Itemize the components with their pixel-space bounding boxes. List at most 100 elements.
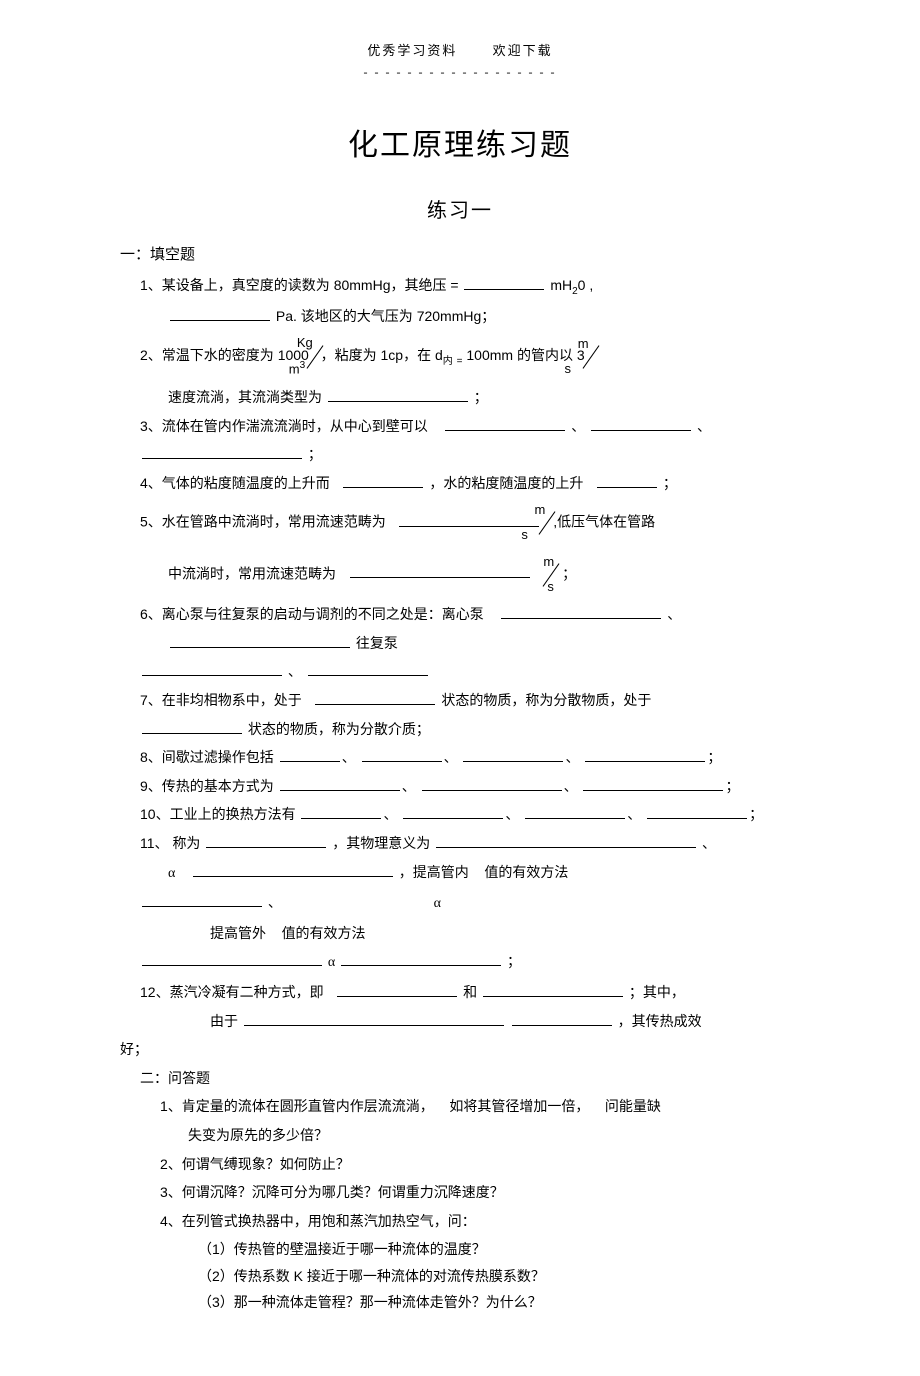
blank <box>170 633 350 648</box>
blank <box>583 776 723 791</box>
q10-line1: 10、工业上的换热方法有 、 、 、 ； <box>120 801 800 828</box>
blank <box>597 473 657 488</box>
q1-text-d: 0 , <box>578 277 594 293</box>
q7-line2: 状态的物质，称为分散介质； <box>120 716 800 743</box>
q2-text-e: 100mm 的管内以 <box>466 347 573 363</box>
q11-text-e: ，提高管内 <box>399 864 469 880</box>
q6-text-c: 往复泵 <box>356 635 398 651</box>
fraction-m-s: m s <box>545 498 549 547</box>
frac-num: m <box>543 550 558 575</box>
document-page: 优秀学习资料 欢迎下载 - - - - - - - - - - - - - - … <box>0 0 920 1376</box>
q6-line3: 、 <box>120 658 800 685</box>
q11-line2: α ，提高管内 值的有效方法 <box>120 859 800 888</box>
q10-text-a: 10、工业上的换热方法有 <box>140 806 296 822</box>
q9-c: 、 <box>564 778 578 794</box>
alpha-2: α <box>434 896 441 911</box>
q12-text-b: 和 <box>463 984 477 1000</box>
q7-line1: 7、在非均相物系中，处于 状态的物质，称为分散物质，处于 <box>120 687 800 714</box>
blank <box>142 661 282 676</box>
s2-q4-1: （1）传热管的壁温接近于哪一种流体的温度？ <box>120 1236 800 1263</box>
header-right-text: 欢迎下载 <box>493 40 553 59</box>
blank <box>350 563 530 578</box>
blank <box>170 306 270 321</box>
q11-text-i: 值的有效方法 <box>282 925 366 941</box>
blank <box>512 1011 612 1026</box>
blank <box>483 982 623 997</box>
q3-line2: ； <box>120 441 800 468</box>
q4-text-b: ，水的粘度随温度的上升 <box>429 475 583 491</box>
blank <box>399 512 539 527</box>
q11-text-h: 提高管外 <box>210 925 266 941</box>
s2-q1-a: 1、肯定量的流体在圆形直管内作层流流淌， <box>160 1098 434 1114</box>
q3-text-b: 、 <box>571 418 585 434</box>
q1-line1: 1、某设备上，真空度的读数为 80mmHg，其绝压 = mH20 , <box>120 272 800 301</box>
q6-text-a: 6、离心泵与往复泵的启动与调剂的不同之处是：离心泵 <box>140 606 484 622</box>
blank <box>343 473 423 488</box>
q8-e: ； <box>707 749 721 765</box>
q2-text-a: 2、常温下水的密度为 <box>140 347 274 363</box>
q1-text-f: 720mmHg； <box>417 308 496 324</box>
blank <box>341 951 501 966</box>
q6-line1: 6、离心泵与往复泵的启动与调剂的不同之处是：离心泵 、 <box>120 601 800 628</box>
blank <box>403 804 503 819</box>
blank <box>142 951 322 966</box>
q2-text-c: ，粘度为 <box>321 347 377 363</box>
q12-line1: 12、蒸汽冷凝有二种方式，即 和 ；其中， <box>120 979 800 1006</box>
q6-line2: 往复泵 <box>120 630 800 657</box>
header-dashes: - - - - - - - - - - - - - - - - - - <box>120 65 800 80</box>
blank <box>206 833 326 848</box>
q11-text-j: ； <box>507 953 521 969</box>
q11-line3: 、 α <box>120 889 800 918</box>
frac-den: m <box>289 361 300 376</box>
q5-text-a: 5、水在管路中流淌时，常用流速范畴为 <box>140 514 386 530</box>
q1-text-a: 1、某设备上，真空度的读数为 <box>140 277 330 293</box>
s2-q1-c: 问能量缺 <box>605 1098 661 1114</box>
blank <box>142 892 262 907</box>
header-left-text: 优秀学习资料 <box>367 40 457 59</box>
q2-line1: 2、常温下水的密度为 1000 Kg m3 ，粘度为 1cp，在 d内 = 10… <box>120 331 800 382</box>
blank <box>591 416 691 431</box>
q9-d: ； <box>725 778 739 794</box>
q9-line1: 9、传热的基本方式为 、 、 ； <box>120 773 800 800</box>
q5-text-d: ； <box>562 565 576 581</box>
q3-text-d: ； <box>308 446 322 462</box>
q11-text-b: 称为 <box>172 835 200 851</box>
blank <box>142 719 242 734</box>
q2-text-g: 速度流淌，其流淌类型为 <box>168 389 322 405</box>
q11-text-g: 、 <box>268 894 282 910</box>
q12-text-e: ，其传热成效 <box>618 1013 702 1029</box>
blank <box>280 776 400 791</box>
page-header: 优秀学习资料 欢迎下载 <box>120 40 800 59</box>
subtitle: 练习一 <box>120 194 800 223</box>
frac-den: s <box>543 575 558 600</box>
q12-text-a: 12、蒸汽冷凝有二种方式，即 <box>140 984 324 1000</box>
q7-text-a: 7、在非均相物系中，处于 <box>140 692 302 708</box>
q1-text-c: mH <box>550 277 572 293</box>
s2-q3: 3、何谓沉降？沉降可分为哪几类？何谓重力沉降速度？ <box>120 1179 800 1206</box>
blank <box>525 804 625 819</box>
q11-line5: α ； <box>120 948 800 977</box>
q7-text-c: 状态的物质，称为分散介质； <box>248 721 430 737</box>
q11-line1: 11、 称为 ，其物理意义为 、 <box>120 830 800 857</box>
blank <box>464 275 544 290</box>
blank <box>436 833 696 848</box>
q11-text-d: 、 <box>702 835 716 851</box>
q8-text-a: 8、间歇过滤操作包括 <box>140 749 274 765</box>
q2-text-h: ； <box>474 389 488 405</box>
q4-line1: 4、气体的粘度随温度的上升而 ，水的粘度随温度的上升 ； <box>120 470 800 497</box>
blank <box>445 416 565 431</box>
s2-q1-line2: 失变为原先的多少倍？ <box>120 1122 800 1149</box>
q12-text-d: 由于 <box>210 1013 238 1029</box>
q11-text-c: ，其物理意义为 <box>332 835 430 851</box>
q5-line2: 中流淌时，常用流速范畴为 m s ； <box>120 550 800 599</box>
blank <box>362 747 442 762</box>
q1-text-e: Pa. 该地区的大气压为 <box>276 308 413 324</box>
blank <box>244 1011 504 1026</box>
q3-text-a: 3、流体在管内作湍流流淌时，从中心到壁可以 <box>140 418 428 434</box>
q8-c: 、 <box>444 749 458 765</box>
frac-den: s <box>545 523 549 548</box>
q10-d: 、 <box>627 806 641 822</box>
s2-q4-2: （2）传热系数 K 接近于哪一种流体的对流传热膜系数？ <box>120 1263 800 1290</box>
s2-q1-b: 如将其管径增加一倍， <box>449 1098 589 1114</box>
q5-text-b: ,低压气体在管路 <box>553 514 655 530</box>
